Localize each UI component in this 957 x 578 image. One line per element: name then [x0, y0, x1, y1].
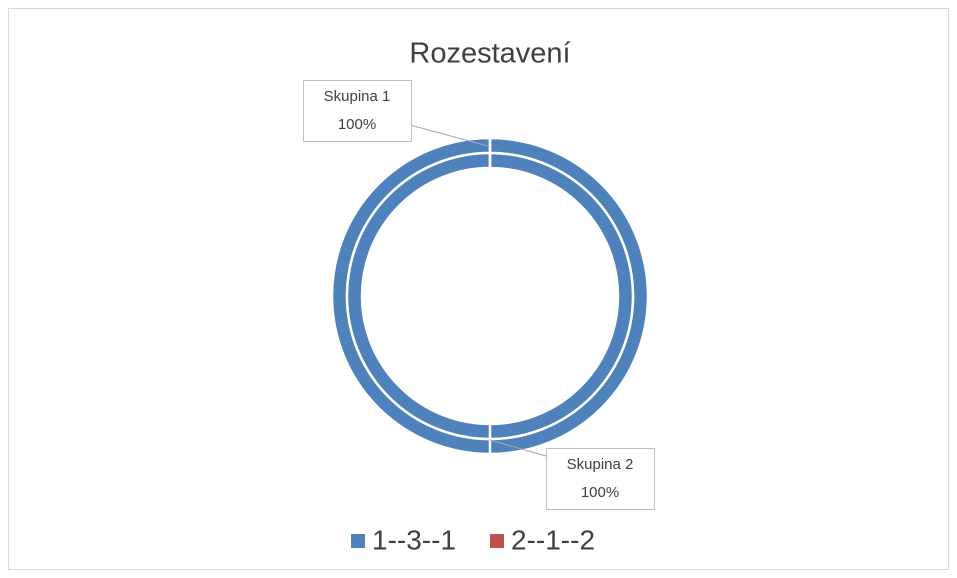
legend-label: 2--1--2 [511, 524, 595, 555]
data-label-box [303, 80, 412, 142]
chart-title: Rozestavení [409, 38, 570, 70]
data-label-box [546, 448, 655, 510]
legend-label: 1--3--1 [372, 524, 456, 555]
data-label-value: 100% [581, 484, 619, 501]
data-label-name: Skupina 2 [567, 456, 634, 473]
leader-line [409, 124, 489, 147]
leader-line [489, 439, 547, 457]
legend-swatch [490, 534, 505, 548]
data-label-name: Skupina 1 [324, 88, 391, 105]
data-label-value: 100% [338, 116, 376, 133]
chart-border [8, 8, 949, 570]
legend-swatch [351, 534, 365, 548]
